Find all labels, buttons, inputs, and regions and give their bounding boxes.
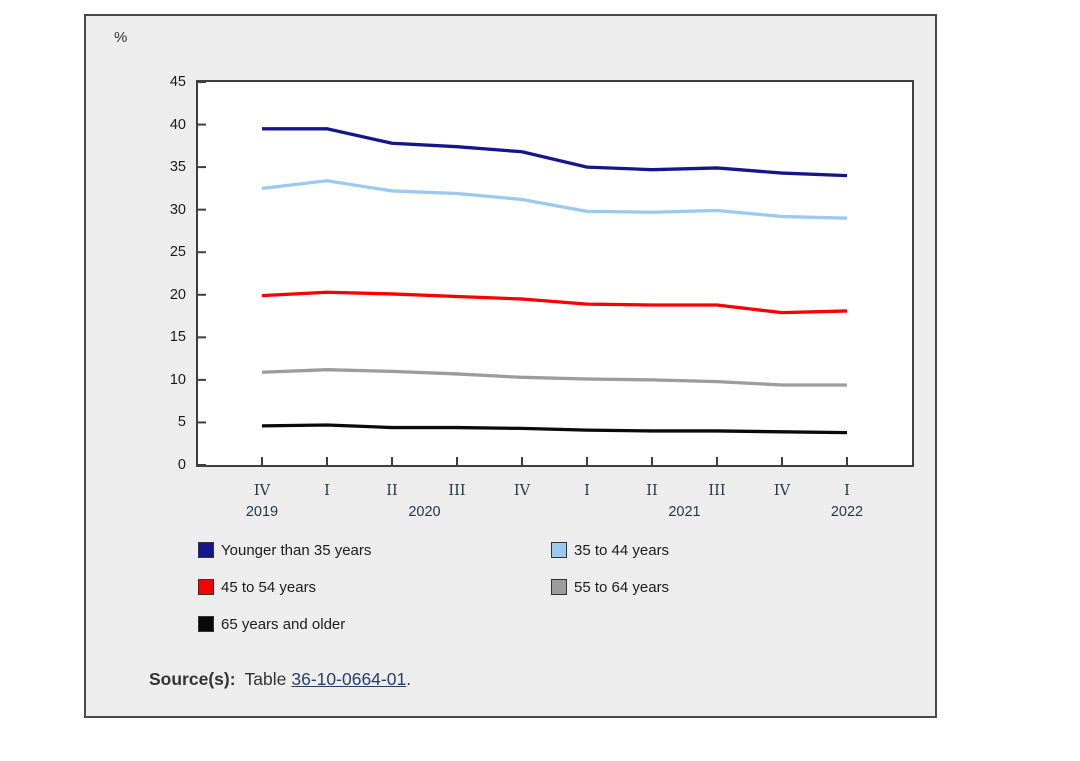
- legend-swatch: [551, 542, 567, 558]
- y-axis-tick-label: 15: [169, 329, 186, 346]
- series-line: [261, 423, 848, 435]
- y-axis-tick-label: 5: [177, 414, 186, 431]
- series-line: [261, 179, 848, 220]
- legend-label: Younger than 35 years: [221, 541, 372, 559]
- y-axis-tick-label: 30: [169, 201, 186, 218]
- legend-item: 65 years and older: [198, 613, 551, 635]
- x-axis-tick-label: IV: [773, 483, 791, 499]
- plot-area: [196, 80, 914, 467]
- legend-item: 45 to 54 years: [198, 576, 551, 598]
- source-prefix: Table: [244, 669, 287, 689]
- source-label: Source(s):: [149, 669, 236, 689]
- legend-item: 35 to 44 years: [551, 539, 669, 561]
- legend-label: 45 to 54 years: [221, 578, 317, 596]
- x-axis-year-label: 2022: [830, 504, 864, 520]
- legend-swatch: [198, 542, 214, 558]
- x-axis-tick-label: I: [324, 483, 330, 499]
- source-line: Source(s): Table 36-10-0664-01.: [149, 668, 411, 690]
- legend-swatch: [198, 616, 214, 632]
- x-axis-year-label: 2020: [408, 504, 441, 520]
- y-axis-tick-label: 35: [169, 159, 186, 176]
- x-axis-tick-label: II: [646, 483, 658, 499]
- series-line: [261, 368, 847, 387]
- x-axis-tick-label: IV: [513, 483, 531, 499]
- legend-label: 35 to 44 years: [574, 541, 670, 559]
- y-axis-tick-label: 20: [169, 286, 186, 303]
- x-axis-tick-label: I: [584, 483, 590, 499]
- x-axis-year-label: 2019: [245, 504, 279, 520]
- legend-label: 65 years and older: [221, 615, 346, 633]
- x-axis-tick-label: I: [844, 483, 850, 499]
- legend-label: 55 to 64 years: [574, 578, 670, 596]
- y-axis-tick-label: 10: [169, 371, 186, 388]
- y-axis-tick-label: 25: [169, 244, 186, 261]
- series-line: [261, 290, 848, 315]
- y-axis-tick-label: 45: [169, 74, 186, 90]
- legend-item: 55 to 64 years: [551, 576, 669, 598]
- series-line: [262, 127, 848, 178]
- x-axis-tick-label: II: [386, 483, 398, 499]
- source-table-link[interactable]: 36-10-0664-01: [291, 669, 407, 689]
- chart-panel: % 0 5 10 15 20 25 30 35 40 45 IV I II III IV I II III IV I…: [84, 14, 937, 718]
- x-axis-tick-label: IV: [253, 483, 271, 499]
- chart-legend: Younger than 35 years 35 to 44 years 45 to…: [198, 539, 669, 635]
- x-axis-year-label: 2021: [668, 504, 701, 520]
- y-axis-tick-label: 40: [169, 116, 186, 133]
- legend-swatch: [198, 579, 214, 595]
- y-axis-tick-label: 0: [177, 457, 186, 473]
- legend-swatch: [551, 579, 567, 595]
- source-suffix: .: [406, 669, 412, 689]
- line-chart-svg: [198, 82, 848, 465]
- y-axis-unit-label: %: [114, 29, 128, 46]
- legend-item: Younger than 35 years: [198, 539, 551, 561]
- x-axis-tick-label: III: [448, 483, 466, 499]
- x-axis-tick-label: III: [708, 483, 726, 499]
